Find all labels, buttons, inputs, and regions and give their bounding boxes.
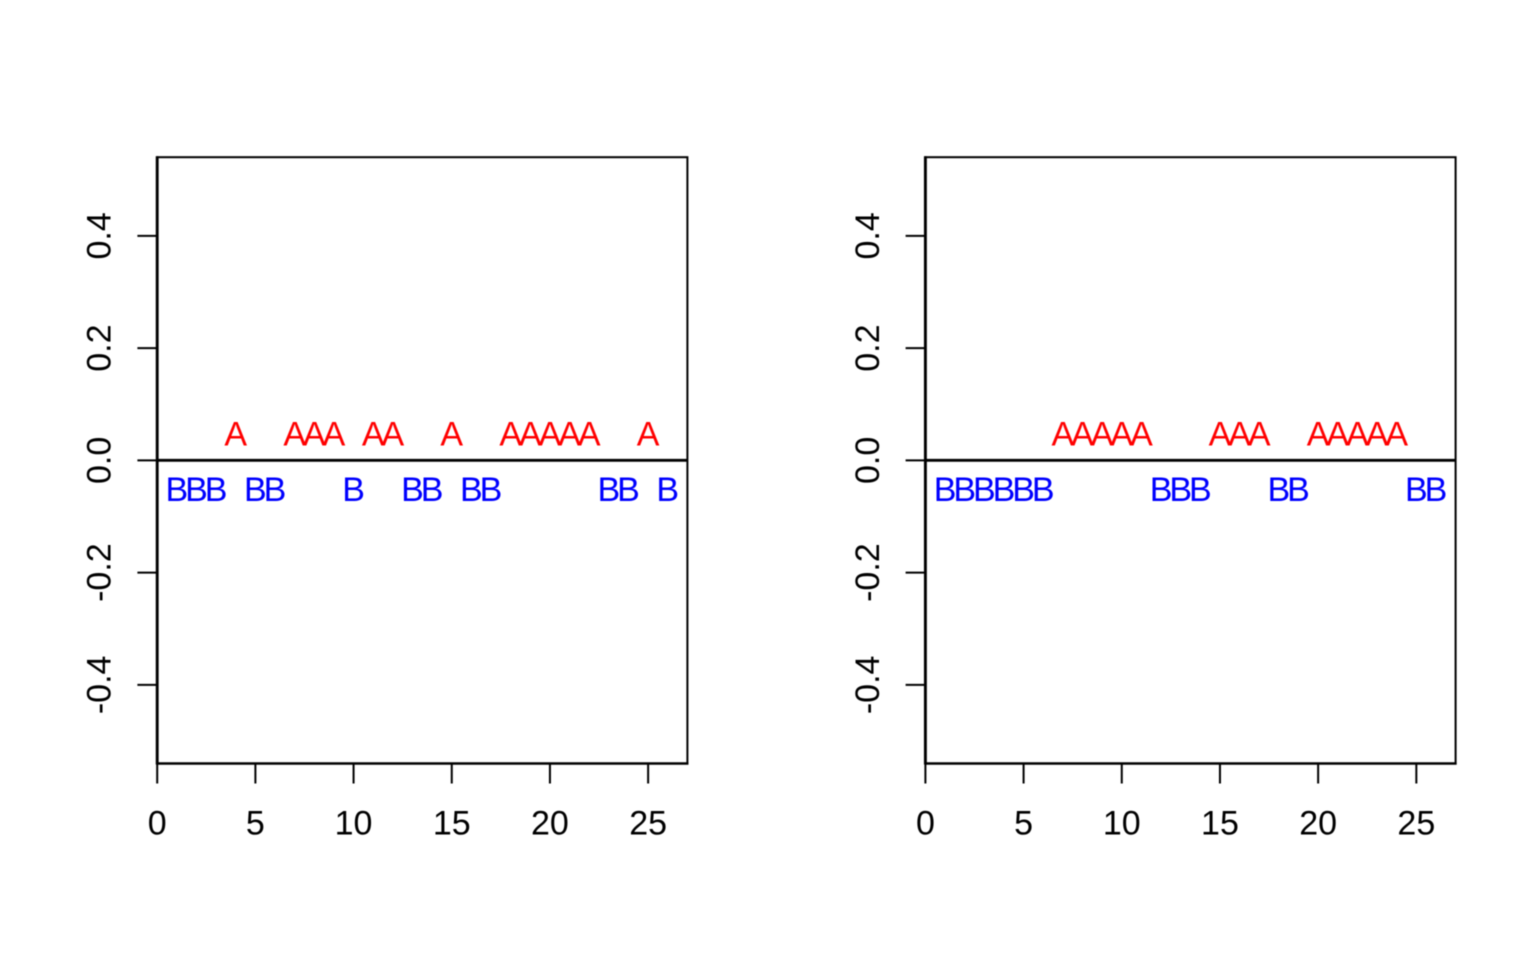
svg-text:B: B — [1150, 471, 1173, 509]
svg-text:0.0: 0.0 — [849, 437, 887, 484]
svg-text:B: B — [1189, 471, 1212, 509]
svg-text:A: A — [1366, 415, 1389, 453]
svg-text:5: 5 — [1014, 804, 1033, 842]
svg-text:B: B — [617, 471, 640, 509]
svg-text:A: A — [440, 415, 463, 453]
svg-text:A: A — [1385, 415, 1408, 453]
svg-text:0.2: 0.2 — [81, 324, 119, 371]
svg-text:25: 25 — [1397, 804, 1435, 842]
svg-text:B: B — [1287, 471, 1310, 509]
svg-text:-0.4: -0.4 — [81, 656, 119, 715]
svg-text:10: 10 — [1103, 804, 1141, 842]
svg-text:B: B — [1425, 471, 1448, 509]
svg-text:A: A — [1052, 415, 1075, 453]
svg-text:-0.2: -0.2 — [81, 543, 119, 602]
svg-text:A: A — [1071, 415, 1094, 453]
svg-text:0: 0 — [148, 804, 167, 842]
svg-text:B: B — [264, 471, 287, 509]
svg-text:A: A — [1307, 415, 1330, 453]
svg-text:B: B — [973, 471, 996, 509]
svg-text:B: B — [598, 471, 621, 509]
svg-text:B: B — [401, 471, 424, 509]
svg-text:B: B — [205, 471, 228, 509]
svg-text:A: A — [283, 415, 306, 453]
svg-text:0.2: 0.2 — [849, 324, 887, 371]
svg-text:A: A — [637, 415, 660, 453]
svg-text:B: B — [421, 471, 444, 509]
svg-text:10: 10 — [335, 804, 373, 842]
svg-text:B: B — [185, 471, 208, 509]
svg-text:20: 20 — [531, 804, 569, 842]
svg-text:A: A — [519, 415, 542, 453]
svg-text:A: A — [1228, 415, 1251, 453]
svg-text:-0.4: -0.4 — [849, 656, 887, 715]
svg-text:A: A — [1091, 415, 1114, 453]
svg-text:15: 15 — [433, 804, 471, 842]
svg-text:A: A — [1326, 415, 1349, 453]
svg-text:A: A — [558, 415, 581, 453]
svg-text:B: B — [934, 471, 957, 509]
svg-text:B: B — [1405, 471, 1428, 509]
svg-text:B: B — [993, 471, 1016, 509]
svg-text:A: A — [362, 415, 385, 453]
svg-text:0.0: 0.0 — [81, 437, 119, 484]
svg-text:B: B — [244, 471, 267, 509]
svg-text:A: A — [323, 415, 346, 453]
svg-text:A: A — [1209, 415, 1232, 453]
svg-text:A: A — [1346, 415, 1369, 453]
svg-text:B: B — [1012, 471, 1035, 509]
svg-text:0.4: 0.4 — [81, 212, 119, 259]
svg-text:20: 20 — [1299, 804, 1337, 842]
svg-text:A: A — [1130, 415, 1153, 453]
svg-text:15: 15 — [1201, 804, 1239, 842]
svg-text:B: B — [953, 471, 976, 509]
svg-text:B: B — [1032, 471, 1055, 509]
svg-text:B: B — [1268, 471, 1291, 509]
svg-text:A: A — [381, 415, 404, 453]
svg-text:B: B — [460, 471, 483, 509]
svg-text:A: A — [578, 415, 601, 453]
svg-text:A: A — [1248, 415, 1271, 453]
svg-text:A: A — [499, 415, 522, 453]
svg-text:25: 25 — [629, 804, 667, 842]
svg-text:B: B — [656, 471, 679, 509]
svg-text:A: A — [303, 415, 326, 453]
svg-text:0: 0 — [916, 804, 935, 842]
svg-text:A: A — [1110, 415, 1133, 453]
svg-text:B: B — [480, 471, 503, 509]
svg-text:5: 5 — [246, 804, 265, 842]
svg-text:B: B — [342, 471, 365, 509]
svg-text:0.4: 0.4 — [849, 212, 887, 259]
svg-text:A: A — [224, 415, 247, 453]
svg-text:B: B — [1169, 471, 1192, 509]
svg-text:-0.2: -0.2 — [849, 543, 887, 602]
svg-text:A: A — [539, 415, 562, 453]
svg-text:B: B — [165, 471, 188, 509]
